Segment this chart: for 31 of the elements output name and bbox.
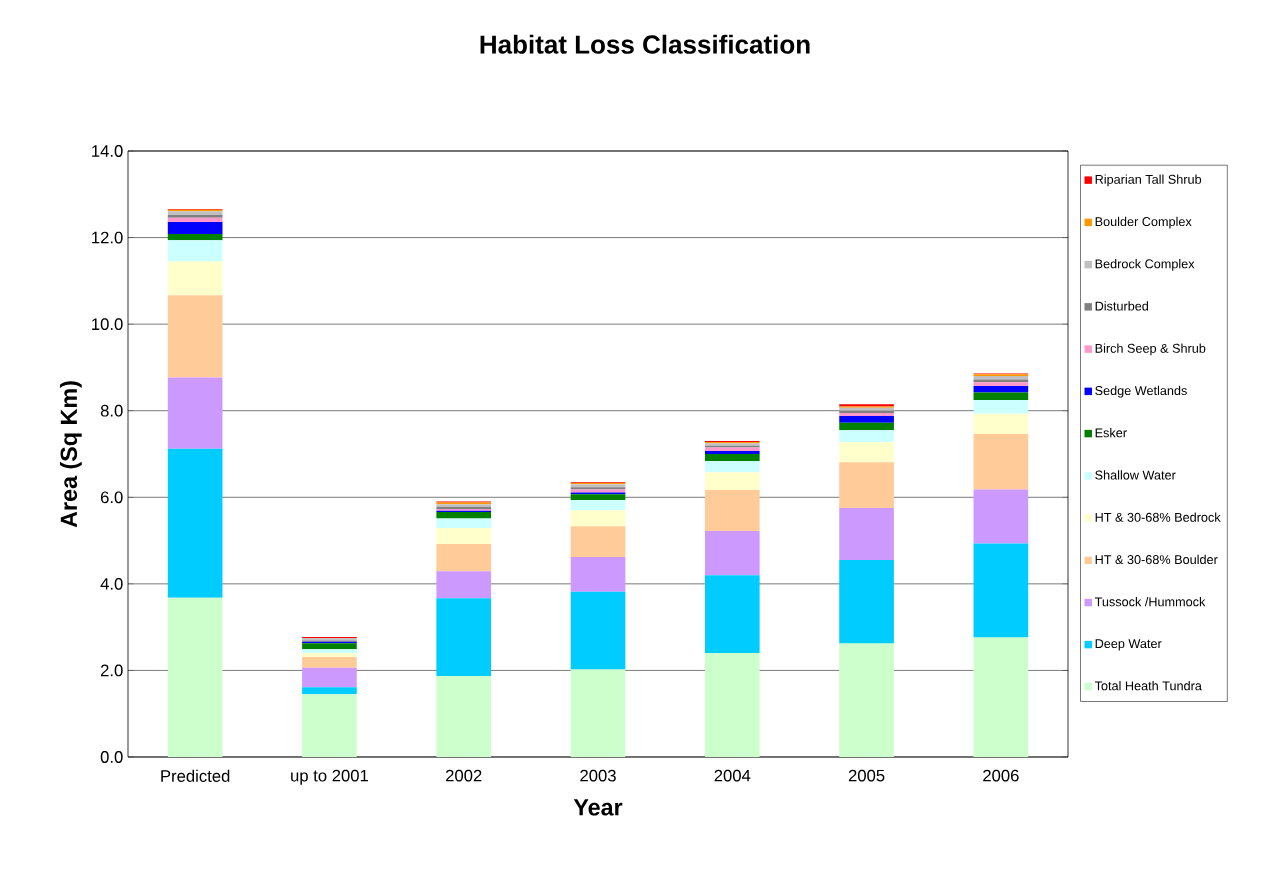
legend-label: Total Heath Tundra <box>1094 681 1202 691</box>
y-tick-label: 12.0 <box>92 231 123 244</box>
y-tick-label: 8.0 <box>100 404 123 417</box>
legend-label: Bedrock Complex <box>1095 259 1195 271</box>
y-tick-label: 14.0 <box>92 145 123 157</box>
x-tick-label: 2002 <box>446 769 482 782</box>
y-axis-title: Area (Sq Km) <box>59 381 82 528</box>
y-tick-label: 6.0 <box>100 491 123 504</box>
legend-label: Disturbed <box>1095 301 1149 311</box>
legend-label: Boulder Complex <box>1095 216 1192 229</box>
x-tick-label: Predicted <box>161 769 230 782</box>
legend-label: Riparian Tall Shrub <box>1095 174 1202 187</box>
y-tick-label: 0.0 <box>100 751 123 763</box>
legend-label: Tussock /Hummock <box>1094 596 1206 607</box>
x-tick-label: 2003 <box>580 769 616 782</box>
x-tick-label: 2005 <box>848 769 885 782</box>
x-tick-label: up to 2001 <box>291 769 368 785</box>
x-tick-label: 2006 <box>983 769 1019 782</box>
y-tick-label: 2.0 <box>100 664 123 677</box>
legend-label: HT & 30-68% Boulder <box>1095 554 1218 565</box>
legend-label: HT & 30-68% Bedrock <box>1095 512 1221 522</box>
legend-label: Shallow Water <box>1095 470 1176 480</box>
y-tick-label: 4.0 <box>100 577 123 590</box>
x-axis-title: Year <box>573 799 623 816</box>
x-tick-label: 2004 <box>714 769 751 782</box>
chart-title: Habitat Loss Classification <box>480 34 810 54</box>
y-tick-label: 10.0 <box>92 318 123 331</box>
legend-label: Esker <box>1095 428 1127 438</box>
legend-label: Deep Water <box>1095 639 1162 651</box>
legend-label: Sedge Wetlands <box>1095 385 1187 398</box>
legend-label: Birch Seep & Shrub <box>1095 343 1206 356</box>
